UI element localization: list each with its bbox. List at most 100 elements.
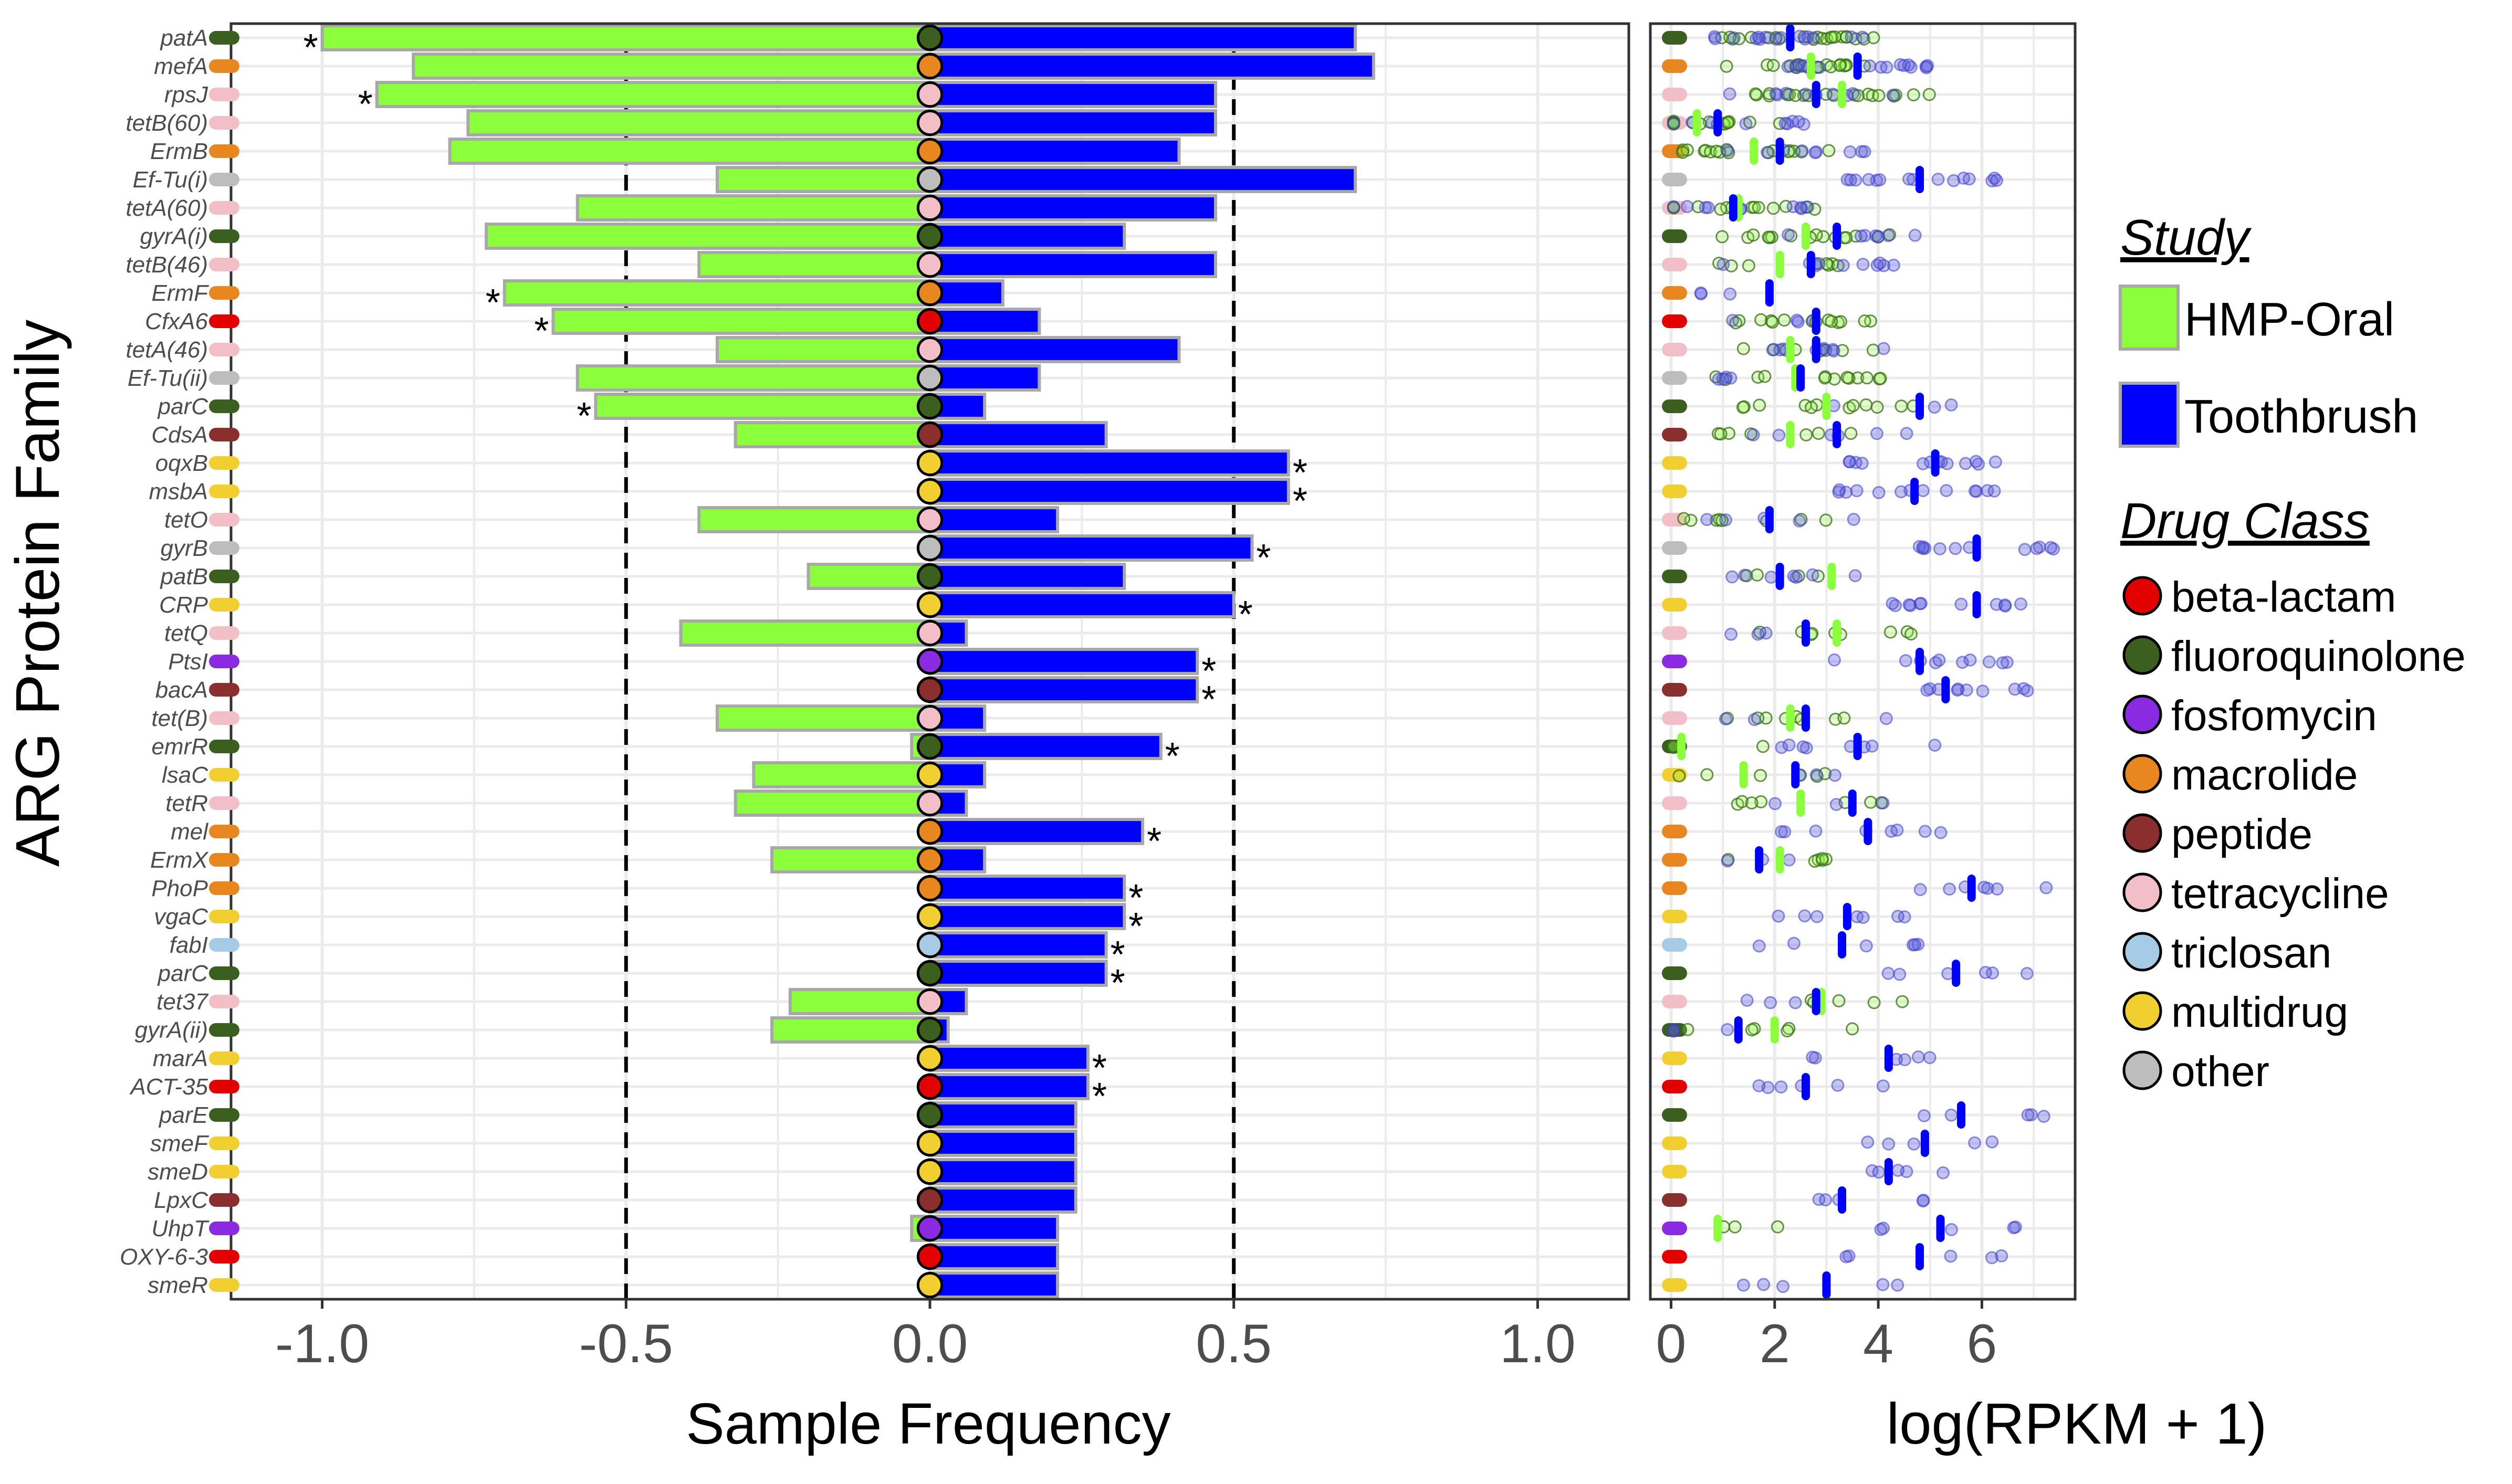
drug-class-pill — [209, 995, 239, 1008]
drug-class-marker — [916, 81, 944, 108]
sample-dot-toothbrush — [1708, 32, 1722, 46]
sample-dot-toothbrush — [1951, 683, 1964, 697]
drug-class-marker — [916, 223, 944, 250]
sample-dot-toothbrush — [1865, 739, 1879, 753]
median-toothbrush — [1812, 336, 1820, 363]
median-hmp-oral — [1677, 733, 1686, 760]
bar-toothbrush — [928, 1243, 1060, 1270]
drug-class-pill — [1662, 59, 1687, 73]
drug-class-pill — [209, 88, 239, 101]
protein-family-label: tetQ — [164, 620, 208, 646]
sample-dot-toothbrush — [1962, 172, 1976, 186]
sample-dot-toothbrush — [1757, 1278, 1771, 1291]
median-toothbrush — [1786, 24, 1795, 51]
drug-class-marker — [916, 138, 944, 165]
significance-marker: * — [1147, 820, 1161, 862]
sample-dot-toothbrush — [1871, 230, 1885, 244]
bar-hmp-oral — [575, 364, 931, 392]
drug-class-pill — [1662, 626, 1687, 640]
sample-dot-toothbrush — [1937, 1166, 1950, 1180]
drug-class-pill — [1662, 399, 1687, 413]
sample-dot-toothbrush — [1873, 256, 1887, 270]
sample-dot-toothbrush — [1988, 455, 2002, 469]
median-toothbrush — [1822, 1271, 1831, 1299]
sample-dot-hmp-oral — [1860, 371, 1874, 385]
sample-dot-hmp-oral — [1872, 89, 1886, 102]
legend-drug-title: Drug Class — [2120, 493, 2370, 549]
drug-class-marker — [916, 563, 944, 590]
sample-dot-toothbrush — [1932, 653, 1946, 667]
legend-study-swatch — [2119, 382, 2180, 448]
axis-titles: ARG Protein Family Sample Frequency log(… — [3, 320, 2267, 1456]
protein-family-label: tetO — [164, 507, 208, 533]
protein-family-label: tet37 — [156, 989, 208, 1015]
sample-dot-toothbrush — [1886, 597, 1899, 611]
sample-dot-toothbrush — [1876, 1079, 1890, 1093]
sample-dot-toothbrush — [1806, 31, 1820, 45]
drug-class-pill — [1662, 683, 1687, 697]
sample-dot-toothbrush — [1667, 200, 1680, 214]
sample-dot-toothbrush — [1907, 1137, 1921, 1151]
sample-dot-hmp-oral — [1907, 88, 1920, 102]
sample-dot-toothbrush — [1916, 484, 1930, 498]
protein-family-label: parE — [158, 1102, 208, 1128]
sample-dot-hmp-oral — [1754, 313, 1768, 327]
median-hmp-oral — [1806, 52, 1815, 80]
sample-dot-hmp-oral — [1676, 145, 1690, 159]
rpkm-panel: 0 2 4 6 — [1649, 22, 2077, 1374]
sample-dot-toothbrush — [2030, 542, 2044, 555]
drug-class-pill — [1662, 1278, 1687, 1292]
median-toothbrush — [1765, 279, 1774, 307]
median-toothbrush — [1941, 676, 1950, 703]
drug-class-marker — [916, 1186, 944, 1214]
sample-dot-toothbrush — [1963, 653, 1977, 667]
drug-class-pill — [209, 399, 239, 413]
sample-dot-hmp-oral — [1781, 1024, 1794, 1038]
bar-hmp-oral — [503, 279, 931, 307]
legend-drug-swatch — [2122, 576, 2162, 616]
protein-family-label: Ef-Tu(i) — [133, 167, 208, 193]
drug-class-marker — [916, 364, 944, 392]
sample-dot-hmp-oral — [1799, 428, 1813, 441]
drug-class-pill — [209, 626, 239, 640]
sample-dot-toothbrush — [1727, 31, 1741, 45]
drug-class-marker — [916, 506, 944, 533]
median-toothbrush — [1775, 138, 1784, 165]
sample-dot-toothbrush — [1806, 1050, 1819, 1064]
sample-dot-toothbrush — [1899, 654, 1912, 668]
drug-class-pill — [1662, 485, 1687, 498]
sample-dot-toothbrush — [1752, 1079, 1766, 1092]
sample-dot-hmp-oral — [1828, 30, 1841, 44]
sample-dot-toothbrush — [1694, 286, 1708, 300]
drug-class-pill — [1662, 1136, 1687, 1150]
significance-marker: * — [303, 27, 318, 69]
sample-dot-toothbrush — [1775, 741, 1788, 754]
sample-dot-hmp-oral — [1867, 996, 1881, 1009]
median-hmp-oral — [1796, 790, 1805, 817]
median-hmp-oral — [1775, 251, 1784, 278]
protein-family-label: gyrA(ii) — [135, 1017, 208, 1043]
sample-dot-toothbrush — [1928, 739, 1942, 752]
bar-hmp-oral — [770, 1016, 931, 1044]
median-toothbrush — [1801, 704, 1810, 732]
median-toothbrush — [1884, 1158, 1893, 1185]
sample-dot-hmp-oral — [1747, 201, 1761, 214]
sample-dot-toothbrush — [2008, 682, 2022, 696]
sample-dot-toothbrush — [1985, 1251, 1998, 1265]
median-toothbrush — [1806, 251, 1815, 278]
protein-family-label: bacA — [155, 677, 208, 703]
legend-drug-label: peptide — [2171, 811, 2312, 858]
sample-dot-hmp-oral — [1753, 398, 1766, 412]
protein-family-label: fabI — [170, 932, 208, 958]
sample-dot-toothbrush — [1716, 258, 1730, 271]
sample-dot-toothbrush — [1791, 315, 1805, 329]
sample-dot-hmp-oral — [1839, 30, 1853, 44]
x-tick-label: 2 — [1760, 1313, 1790, 1374]
drug-class-pill — [209, 796, 239, 810]
significance-marker: * — [1293, 480, 1307, 522]
sample-dot-toothbrush — [1855, 456, 1869, 470]
protein-family-label: tetR — [165, 791, 208, 816]
sample-dot-hmp-oral — [1812, 426, 1825, 440]
x-tick-label: 0.5 — [1196, 1313, 1272, 1374]
